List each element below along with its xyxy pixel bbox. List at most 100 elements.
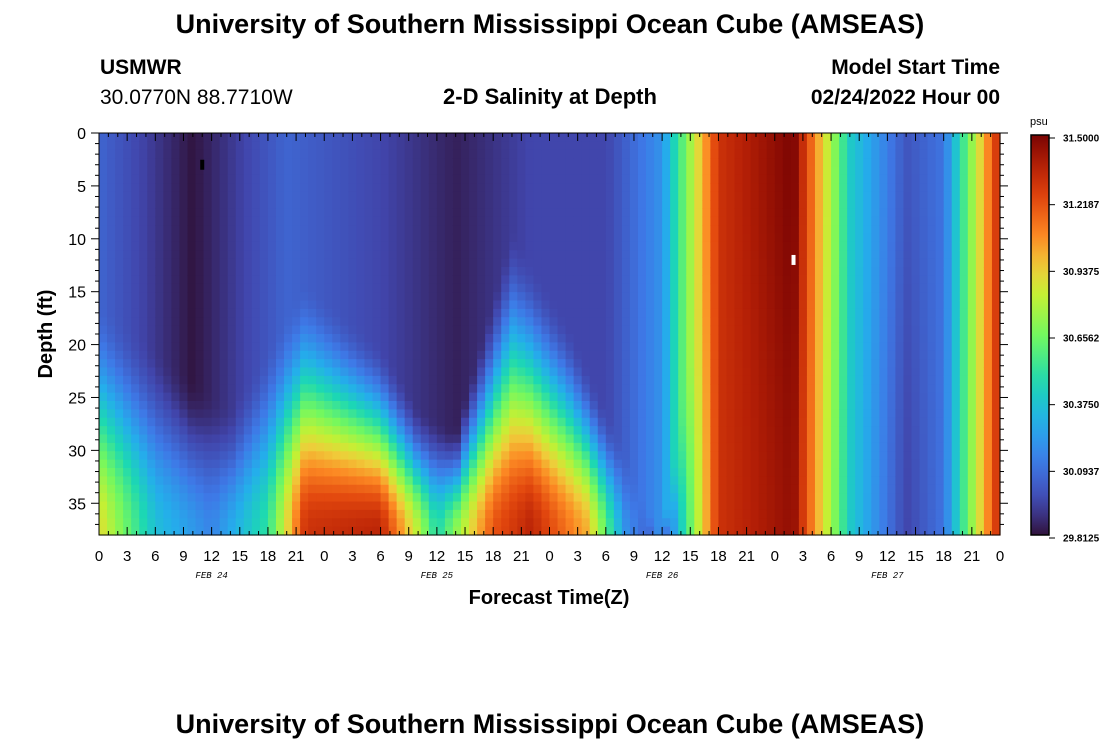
heatmap-cell <box>444 300 454 310</box>
heatmap-cell <box>316 484 325 494</box>
heatmap-cell <box>887 509 897 519</box>
heatmap-cell <box>115 426 124 436</box>
heatmap-cell <box>903 342 913 352</box>
heatmap-cell <box>646 300 655 310</box>
heatmap-cell <box>919 434 929 444</box>
heatmap-cell <box>123 208 132 218</box>
heatmap-cell <box>171 518 181 528</box>
heatmap-cell <box>782 392 792 402</box>
heatmap-cell <box>646 359 655 369</box>
heatmap-cell <box>613 325 623 335</box>
heatmap-cell <box>300 200 309 209</box>
heatmap-cell <box>533 158 543 168</box>
heatmap-cell <box>348 141 358 151</box>
heatmap-cell <box>702 208 711 218</box>
heatmap-cell <box>107 384 116 394</box>
heatmap-cell <box>831 149 840 159</box>
heatmap-cell <box>871 442 880 452</box>
heatmap-cell <box>179 267 189 276</box>
heatmap-cell <box>839 509 848 519</box>
heatmap-cell <box>621 493 631 503</box>
heatmap-cell <box>605 375 615 385</box>
heatmap-cell <box>863 342 872 352</box>
heatmap-cell <box>332 501 341 511</box>
heatmap-cell <box>613 174 623 184</box>
heatmap-cell <box>646 250 655 260</box>
heatmap-cell <box>806 518 816 528</box>
heatmap-cell <box>831 442 840 452</box>
heatmap-cell <box>911 141 921 151</box>
heatmap-cell <box>686 317 695 327</box>
heatmap-cell <box>895 267 905 276</box>
heatmap-cell <box>243 484 253 494</box>
heatmap-cell <box>662 241 671 251</box>
heatmap-cell <box>99 392 108 402</box>
heatmap-cell <box>742 149 752 159</box>
heatmap-cell <box>243 468 253 477</box>
heatmap-cell <box>284 275 293 285</box>
heatmap-cell <box>686 375 695 385</box>
heatmap-cell <box>654 501 663 511</box>
heatmap-cell <box>509 468 518 477</box>
heatmap-cell <box>195 292 205 302</box>
heatmap-cell <box>436 216 446 226</box>
heatmap-cell <box>308 334 317 343</box>
heatmap-cell <box>541 334 551 343</box>
heatmap-cell <box>131 401 140 410</box>
heatmap-cell <box>99 518 108 528</box>
heatmap-cell <box>211 526 221 536</box>
heatmap-cell <box>694 158 703 168</box>
heatmap-cell <box>412 342 422 352</box>
heatmap-cell <box>461 493 470 503</box>
heatmap-cell <box>758 174 768 184</box>
heatmap-cell <box>485 367 494 377</box>
heatmap-cell <box>541 300 551 310</box>
heatmap-cell <box>839 200 848 209</box>
heatmap-cell <box>814 200 824 209</box>
heatmap-cell <box>863 493 872 503</box>
heatmap-cell <box>871 342 880 352</box>
heatmap-cell <box>485 501 494 511</box>
heatmap-cell <box>300 484 309 494</box>
heatmap-cell <box>517 308 526 318</box>
heatmap-cell <box>597 241 607 251</box>
heatmap-cell <box>806 468 816 477</box>
heatmap-cell <box>895 526 905 536</box>
heatmap-cell <box>581 417 591 427</box>
heatmap-cell <box>597 367 607 377</box>
heatmap-cell <box>782 241 792 251</box>
heatmap-cell <box>99 434 108 444</box>
heatmap-cell <box>734 417 744 427</box>
heatmap-cell <box>670 183 679 193</box>
heatmap-cell <box>911 459 921 469</box>
heatmap-cell <box>493 141 502 151</box>
heatmap-cell <box>517 459 526 469</box>
heatmap-cell <box>919 149 929 159</box>
heatmap-cell <box>308 216 317 226</box>
heatmap-cell <box>243 501 253 511</box>
heatmap-cell <box>404 208 414 218</box>
heatmap-cell <box>163 518 172 528</box>
heatmap-cell <box>533 133 543 142</box>
heatmap-cell <box>726 484 736 494</box>
heatmap-cell <box>557 174 567 184</box>
heatmap-cell <box>251 342 261 352</box>
heatmap-cell <box>107 518 116 528</box>
heatmap-cell <box>155 434 164 444</box>
heatmap-cell <box>887 426 897 436</box>
heatmap-cell <box>404 476 414 486</box>
heatmap-cell <box>147 476 156 486</box>
heatmap-cell <box>654 149 663 159</box>
heatmap-cell <box>782 509 792 519</box>
heatmap-cell <box>324 208 333 218</box>
heatmap-cell <box>919 501 929 511</box>
heatmap-cell <box>501 233 510 243</box>
heatmap-cell <box>927 300 937 310</box>
heatmap-cell <box>686 308 695 318</box>
heatmap-cell <box>211 518 221 528</box>
heatmap-cell <box>798 442 808 452</box>
heatmap-cell <box>428 183 438 193</box>
heatmap-cell <box>581 133 591 142</box>
heatmap-cell <box>831 267 840 276</box>
heatmap-cell <box>300 174 309 184</box>
